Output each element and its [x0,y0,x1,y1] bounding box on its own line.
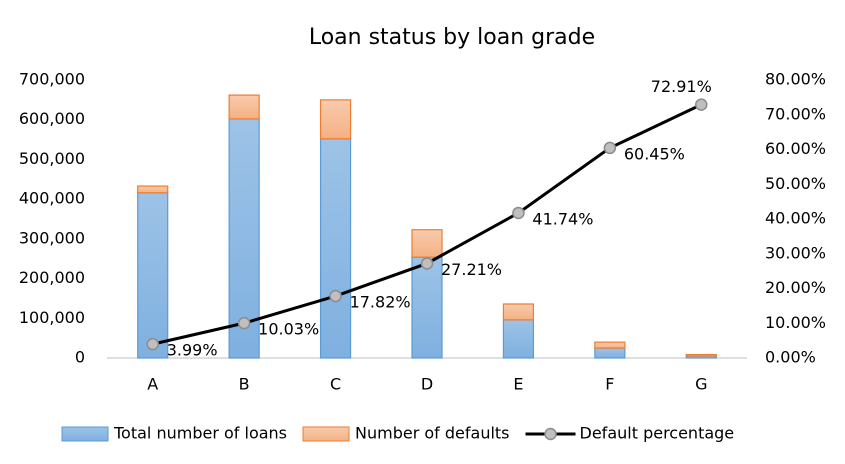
data-label: 27.21% [441,260,502,279]
line-marker [329,289,342,303]
y-tick-label: 200,000 [19,268,85,287]
data-label: 17.82% [350,293,411,312]
legend-label: Total number of loans [113,424,287,443]
x-tick-label: C [330,375,341,394]
bar-segment [411,256,443,359]
data-label: 41.74% [532,209,593,228]
legend-marker [544,427,557,441]
x-tick-label: E [513,375,523,394]
y-tick-label: 500,000 [19,149,85,168]
bar-segment [594,341,626,349]
y2-tick-label: 50.00% [765,174,826,193]
data-label: 3.99% [167,341,218,360]
y2-tick-label: 60.00% [765,139,826,158]
bar-segment [502,319,535,359]
chart-title: Loan status by loan grade [309,25,595,50]
bar-segment [228,118,260,359]
y-tick-label: 100,000 [19,308,85,327]
x-tick-label: D [421,375,433,394]
legend-swatch [302,426,350,442]
x-tick-label: B [239,375,250,394]
y-tick-label: 400,000 [19,189,85,208]
data-label: 60.45% [624,144,685,163]
bar-segment [137,185,169,194]
line-marker [512,206,525,220]
bar-segment [685,353,717,357]
bar-segment [319,99,352,140]
y-tick-label: 700,000 [19,70,85,89]
legend-label: Number of defaults [355,424,510,443]
line-marker [237,316,251,330]
y2-tick-label: 20.00% [765,278,826,297]
y2-tick-label: 80.00% [765,70,826,89]
line-marker [146,337,159,351]
line-marker [420,257,434,270]
bar-segment [228,94,260,120]
bar-segment [319,138,352,359]
line-marker [695,98,708,111]
y-tick-label: 0 [75,348,85,367]
legend-label: Default percentage [580,424,735,443]
data-label: 10.03% [258,320,319,339]
bar-segment [502,303,535,321]
y-tick-label: 300,000 [19,228,85,247]
x-tick-label: G [695,375,707,394]
data-label: 72.91% [651,77,712,96]
bar-segment [137,192,169,359]
y2-tick-label: 40.00% [765,209,826,228]
bar-segment [411,229,443,258]
legend-swatch [61,426,109,442]
y2-tick-label: 70.00% [765,104,826,123]
x-tick-label: F [605,375,614,394]
y2-tick-label: 10.00% [765,313,826,332]
x-tick-label: A [147,375,158,394]
line-marker [603,141,617,155]
y-tick-label: 600,000 [19,109,85,128]
bar-segment [594,347,626,359]
y2-tick-label: 30.00% [765,243,826,262]
y2-tick-label: 0.00% [765,348,816,367]
